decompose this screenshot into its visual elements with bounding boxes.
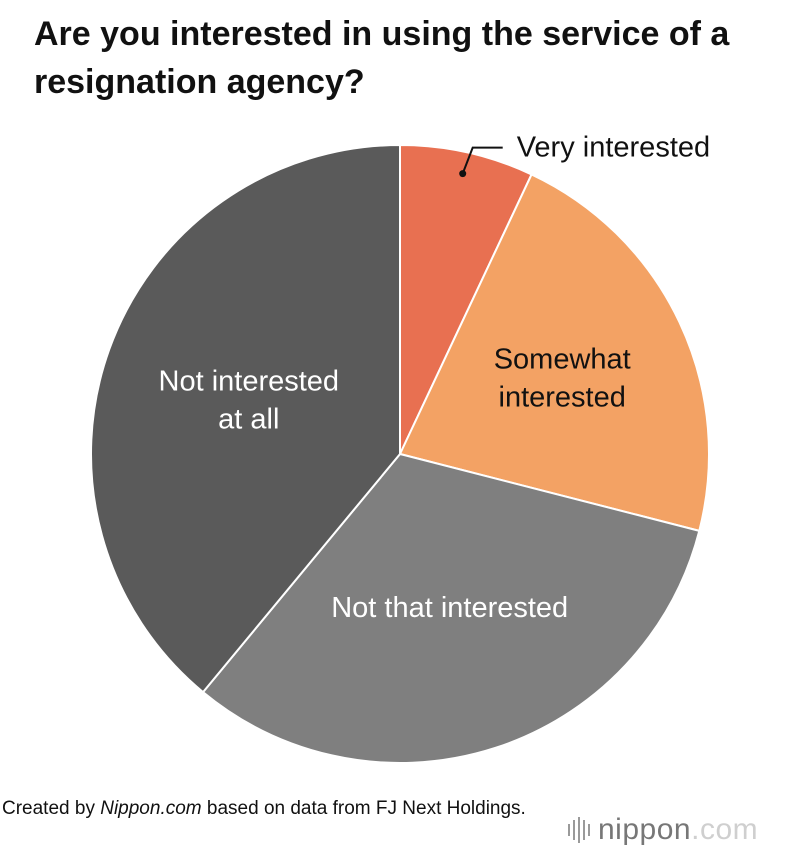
source-name: Nippon.com [100, 798, 202, 819]
pie-chart: Very interested Somewhat interested Not tha… [90, 132, 711, 764]
chart-title: Are you interested in using the service … [34, 15, 730, 101]
slice-not-interested-at-all [90, 144, 401, 694]
source-suffix: based on data from FJ Next Holdings. [201, 798, 526, 819]
logo-tld: com [699, 813, 759, 846]
callout-line [461, 146, 503, 174]
callout-dot [459, 170, 467, 178]
slice-somewhat-interested [399, 173, 710, 532]
logo-word: nippon [598, 813, 692, 846]
pie-slices [90, 144, 710, 764]
slice-not-that-interested [202, 453, 701, 764]
source-note: Created by Nippon.com based on data from… [2, 795, 562, 822]
logo-text: nippon.com [598, 813, 758, 847]
source-prefix: Created by [2, 798, 101, 819]
label-not-that-interested: Not that interested [331, 592, 568, 624]
slice-very-interested [399, 144, 533, 455]
nippon-logo: nippon.com [568, 810, 758, 850]
logo-dot: . [691, 813, 700, 846]
label-somewhat-interested: Somewhat interested [494, 344, 631, 414]
pie-labels: Very interested Somewhat interested Not tha… [159, 132, 711, 624]
label-very-interested: Very interested [517, 132, 710, 164]
logo-bars-icon [568, 816, 590, 844]
label-not-interested-at-all: Not interested at all [159, 366, 340, 436]
